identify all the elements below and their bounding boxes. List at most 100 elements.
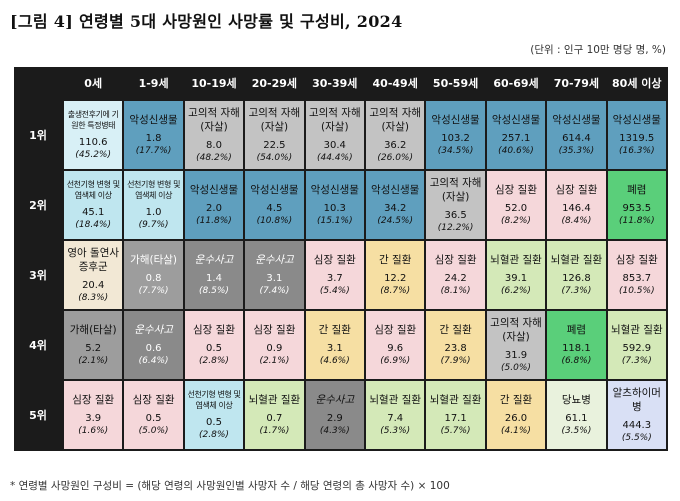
cause-name: 운수사고 — [255, 253, 294, 266]
death-rate-value: 444.3 — [622, 419, 652, 431]
column-header: 80세 이상 — [612, 77, 662, 90]
composition-share: (10.8%) — [256, 216, 293, 227]
death-rate-value: 52.0 — [504, 203, 528, 215]
cause-name: 간 질환 — [499, 393, 533, 406]
death-rate-value: 22.5 — [263, 139, 286, 151]
composition-share: (8.5%) — [199, 286, 229, 297]
death-rate-value: 110.6 — [78, 136, 108, 148]
death-rate-value: 34.2 — [384, 203, 407, 215]
cause-name: 심장 질환 — [495, 183, 537, 196]
composition-share: (16.3%) — [618, 146, 655, 157]
cause-name: 심장 질환 — [132, 393, 175, 406]
composition-share: (6.9%) — [380, 356, 411, 367]
composition-share: (2.1%) — [259, 356, 290, 367]
column-header: 20-29세 — [251, 77, 298, 90]
cause-name: 뇌혈관 질환 — [369, 393, 422, 406]
composition-share: (5.5%) — [621, 432, 652, 443]
cause-cell: 운수사고 3.1 (7.4%) — [245, 241, 304, 309]
cause-name: 심장 질환 — [615, 253, 658, 266]
column-header: 60-69세 — [493, 77, 539, 90]
cause-name: 뇌혈관 질환 — [248, 393, 301, 406]
cause-cell: 운수사고 0.6 (6.4%) — [124, 311, 183, 379]
composition-share: (7.7%) — [138, 286, 169, 297]
composition-share: (45.2%) — [75, 149, 111, 160]
composition-share: (5.0%) — [501, 362, 531, 373]
cause-name: 뇌혈관 질환 — [610, 323, 663, 336]
cause-cell: 악성신생물 614.4 (35.3%) — [547, 101, 606, 169]
cause-cell: 고의적 자해(자살) 22.5 (54.0%) — [245, 101, 304, 169]
cause-name: 선천기형 변형 및 염색체 이상 — [127, 180, 181, 200]
cause-name: 가해(타살) — [130, 253, 177, 266]
cause-name: 고의적 자해(자살) — [308, 107, 361, 133]
cause-cell: 고의적 자해(자살) 31.9 (5.0%) — [486, 311, 546, 379]
death-rate-value: 31.9 — [504, 349, 528, 361]
death-rate-value: 17.1 — [444, 413, 467, 425]
cause-name: 악성신생물 — [189, 183, 239, 196]
cause-name: 악성신생물 — [431, 113, 480, 126]
composition-share: (7.4%) — [259, 286, 290, 297]
cause-cell: 심장 질환 3.9 (1.6%) — [64, 381, 123, 449]
death-rate-value: 3.7 — [326, 273, 343, 285]
cause-name: 심장 질환 — [313, 253, 356, 266]
cause-cell: 간 질환 23.8 (7.9%) — [426, 311, 485, 379]
composition-share: (17.7%) — [135, 146, 172, 157]
composition-share: (10.5%) — [618, 286, 655, 297]
cause-cell: 뇌혈관 질환 17.1 (5.7%) — [426, 381, 485, 449]
death-rate-value: 45.1 — [82, 206, 105, 218]
death-rate-value: 146.4 — [562, 203, 591, 215]
composition-share: (8.1%) — [440, 286, 471, 297]
cause-name: 악성신생물 — [612, 113, 661, 126]
cause-name: 악성신생물 — [371, 183, 420, 196]
death-rate-value: 24.2 — [444, 273, 467, 285]
cause-cell: 악성신생물 257.1 (40.6%) — [486, 101, 546, 169]
death-rate-value: 39.1 — [504, 273, 528, 285]
composition-share: (5.0%) — [138, 426, 169, 437]
cause-cell: 심장 질환 3.7 (5.4%) — [305, 241, 364, 309]
cause-name: 악성신생물 — [129, 113, 178, 126]
cause-name: 고의적 자해(자살) — [248, 107, 301, 133]
cause-cell: 심장 질환 853.7 (10.5%) — [607, 241, 666, 309]
column-header: 0세 — [84, 77, 103, 90]
cause-name: 알츠하이머병 — [612, 387, 661, 413]
composition-share: (6.2%) — [501, 286, 531, 297]
death-rate-value: 5.2 — [85, 343, 102, 355]
death-rate-value: 9.6 — [387, 343, 404, 355]
cause-cell: 영아 돌연사 증후군 20.4 (8.3%) — [64, 241, 123, 309]
death-rate-value: 3.1 — [266, 273, 283, 285]
cause-cell: 심장 질환 52.0 (8.2%) — [486, 171, 546, 239]
composition-share: (40.6%) — [498, 146, 534, 157]
footnote: * 연령별 사망원인 구성비 = (해당 연령의 사망원인별 사망자 수 / 해… — [10, 480, 450, 492]
cause-cell: 뇌혈관 질환 39.1 (6.2%) — [486, 241, 546, 309]
column-header: 50-59세 — [432, 77, 479, 90]
composition-share: (2.1%) — [78, 356, 109, 367]
cause-name: 악성신생물 — [310, 183, 359, 196]
death-rate-value: 36.2 — [384, 139, 407, 151]
death-rate-value: 0.6 — [145, 343, 162, 355]
death-rate-value: 1.8 — [145, 133, 162, 145]
death-rate-value: 126.8 — [562, 273, 591, 285]
cause-cell: 고의적 자해(자살) 8.0 (48.2%) — [184, 101, 244, 169]
cause-name: 악성신생물 — [491, 113, 541, 126]
composition-share: (5.3%) — [380, 426, 411, 437]
death-rate-value: 8.0 — [206, 139, 222, 151]
cause-name: 운수사고 — [315, 393, 355, 406]
composition-share: (7.9%) — [440, 356, 471, 367]
cause-name: 선천기형 변형 및 염색체 이상 — [187, 390, 241, 410]
cause-name: 간 질환 — [318, 323, 351, 336]
column-header: 1-9세 — [138, 77, 169, 90]
cause-cell: 악성신생물 1.8 (17.7%) — [124, 101, 183, 169]
composition-share: (24.5%) — [377, 216, 413, 227]
cause-cell: 출생전후기에 기원한 특정병태 110.6 (45.2%) — [64, 101, 123, 169]
composition-share: (44.4%) — [316, 152, 353, 163]
cause-name: 뇌혈관 질환 — [429, 393, 482, 406]
composition-share: (5.7%) — [440, 426, 471, 437]
cause-cell: 악성신생물 1319.5 (16.3%) — [607, 101, 666, 169]
cause-cell: 심장 질환 0.5 (5.0%) — [124, 381, 183, 449]
cause-cell: 운수사고 2.9 (4.3%) — [305, 381, 364, 449]
cause-name: 심장 질환 — [434, 253, 477, 266]
composition-share: (4.6%) — [319, 356, 350, 367]
death-rate-value: 953.5 — [622, 203, 652, 215]
death-rate-value: 1.4 — [206, 273, 222, 285]
column-header: 40-49세 — [372, 77, 418, 90]
cause-name: 고의적 자해(자살) — [490, 317, 542, 343]
